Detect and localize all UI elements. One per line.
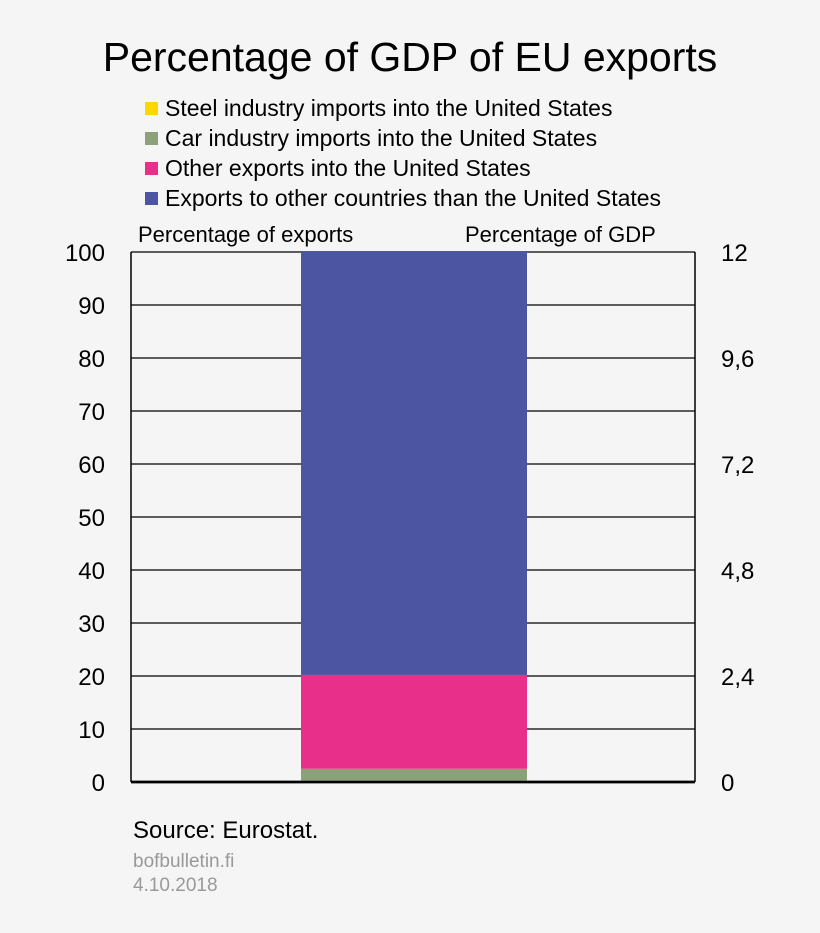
legend-item-car: Car industry imports into the United Sta…: [145, 125, 597, 152]
y-tick-right: 9,6: [721, 346, 754, 373]
y-tick-left: 30: [78, 611, 105, 638]
bar-segment: [301, 674, 527, 769]
source-note: Source: Eurostat.: [133, 817, 319, 844]
chart-title: Percentage of GDP of EU exports: [102, 34, 718, 80]
left-axis-label: Percentage of exports: [138, 222, 354, 247]
y-tick-left: 40: [78, 558, 105, 585]
y-tick-right: 4,8: [721, 558, 754, 585]
y-tick-left: 0: [92, 770, 105, 797]
y-tick-left: 80: [78, 346, 105, 373]
y-tick-right: 0: [721, 770, 734, 797]
y-tick-right: 2,4: [721, 664, 754, 691]
y-tick-left: 90: [78, 293, 105, 320]
legend-swatch: [145, 102, 158, 115]
right-axis-label: Percentage of GDP: [465, 222, 656, 247]
y-tick-left: 100: [65, 240, 105, 267]
date-note: 4.10.2018: [133, 875, 218, 896]
legend-swatch: [145, 162, 158, 175]
legend-swatch: [145, 132, 158, 145]
y-tick-left: 20: [78, 664, 105, 691]
legend-swatch: [145, 192, 158, 205]
y-tick-right: 7,2: [721, 452, 754, 479]
y-tick-left: 70: [78, 399, 105, 426]
site-note: bofbulletin.fi: [133, 851, 235, 872]
y-tick-left: 50: [78, 505, 105, 532]
y-tick-left: 10: [78, 717, 105, 744]
legend-item-steel: Steel industry imports into the United S…: [145, 95, 612, 122]
legend-item-other-us: Other exports into the United States: [145, 155, 531, 182]
y-tick-right: 12: [721, 240, 748, 267]
y-tick-left: 60: [78, 452, 105, 479]
legend-item-other-countries: Exports to other countries than the Unit…: [145, 185, 661, 212]
bar-segment: [301, 252, 527, 675]
bar-segment: [301, 768, 527, 782]
